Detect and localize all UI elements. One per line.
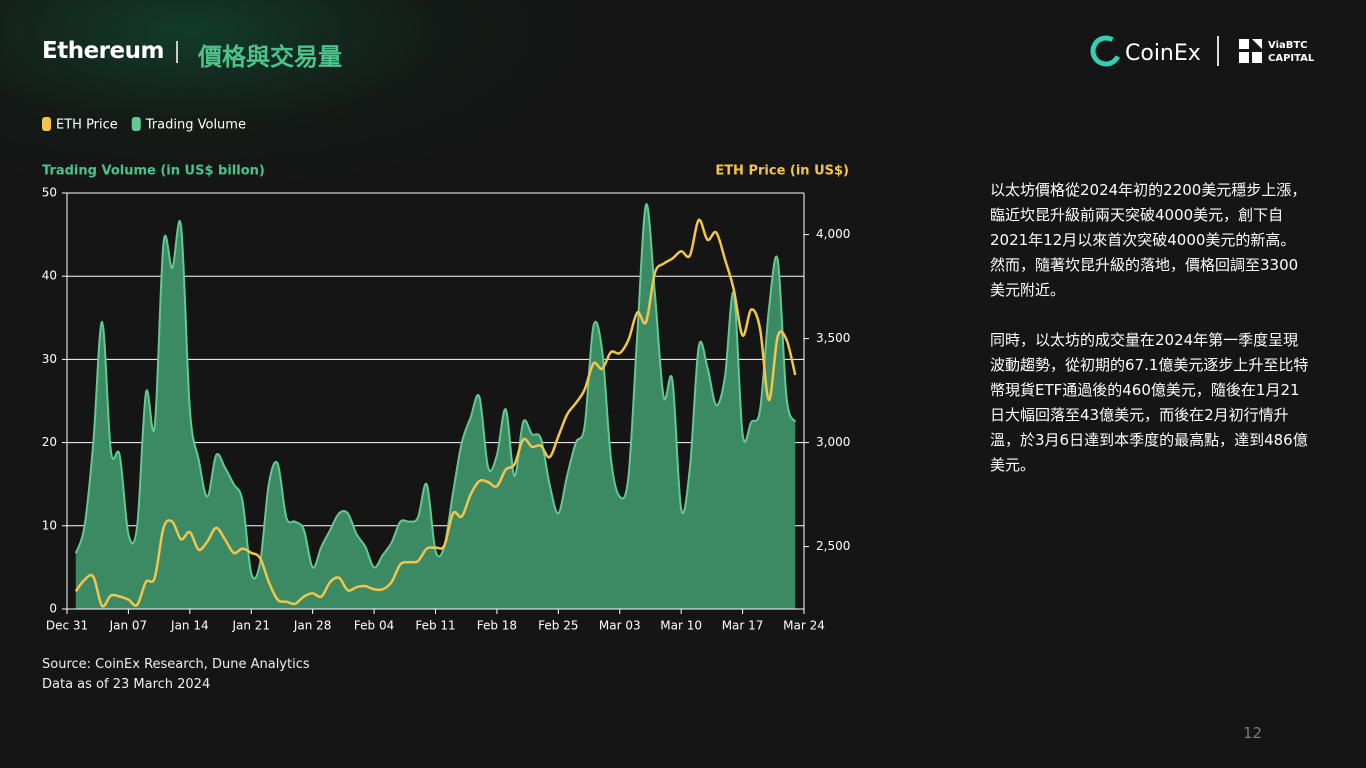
paragraph: 以太坊價格從2024年初的2200美元穩步上漲，臨近坎昆升級前兩天突破4000美…: [990, 181, 1307, 299]
y-tick-label: 20: [42, 435, 57, 449]
coinex-logo: CoinEx: [1125, 41, 1201, 66]
y-tick-label: 40: [42, 269, 57, 283]
paragraph: 同時，以太坊的成交量在2024年第一季度呈現波動趨勢，從初期的67.1億美元逐步…: [990, 331, 1309, 474]
y2-tick-label: 2,500: [816, 539, 850, 553]
x-tick-label: Mar 17: [722, 619, 764, 633]
y-tick-label: 0: [49, 602, 57, 616]
separator: [176, 41, 178, 63]
page-number: 12: [1243, 724, 1263, 742]
x-tick-label: Mar 10: [660, 619, 702, 633]
y2-tick-label: 3,000: [816, 435, 850, 449]
chart: ETH Price Trading Volume Trading Volume (i…: [42, 117, 850, 633]
source-line: Data as of 23 March 2024: [42, 677, 211, 692]
x-tick-label: Jan 28: [293, 619, 332, 633]
legend-label: ETH Price: [56, 118, 118, 133]
viabtc-logo: ViaBTC: [1268, 40, 1308, 51]
legend-label: Trading Volume: [145, 118, 246, 133]
x-tick-label: Mar 24: [783, 619, 825, 633]
source: Source: CoinEx Research, Dune Analytics …: [42, 655, 310, 695]
y-tick-label: 10: [42, 518, 57, 532]
x-tick-label: Jan 14: [170, 619, 209, 633]
x-tick-label: Feb 18: [477, 619, 517, 633]
source-line: Source: CoinEx Research, Dune Analytics: [42, 657, 310, 672]
x-tick-label: Jan 07: [109, 619, 148, 633]
coinex-icon: [1090, 35, 1122, 67]
viabtc-logo: CAPITAL: [1268, 53, 1315, 64]
x-tick-label: Feb 04: [354, 619, 394, 633]
x-tick-label: Feb 25: [538, 619, 578, 633]
x-tick-label: Mar 03: [599, 619, 641, 633]
y2-tick-label: 4,000: [816, 227, 850, 241]
y-tick-label: 50: [42, 186, 57, 200]
y-tick-label: 30: [42, 352, 57, 366]
y-axis-title: Trading Volume (in US$ billon): [42, 164, 265, 179]
y2-axis-title: ETH Price (in US$): [715, 164, 849, 179]
subtitle: 價格與交易量: [198, 43, 342, 71]
volume-outline: [74, 203, 797, 580]
price-line: [74, 218, 797, 608]
legend-swatch: [42, 117, 51, 131]
title: Ethereum: [42, 38, 164, 64]
volume-area: [75, 204, 796, 609]
x-tick-label: Jan 21: [231, 619, 270, 633]
x-tick-label: Dec 31: [46, 619, 88, 633]
viabtc-icon: [1239, 39, 1262, 63]
x-tick-label: Feb 11: [415, 619, 455, 633]
legend-swatch: [131, 117, 141, 131]
commentary: 以太坊價格從2024年初的2200美元穩步上漲，臨近坎昆升級前兩天突破4000美…: [990, 178, 1312, 503]
y2-tick-label: 3,500: [816, 331, 850, 345]
logos: CoinEx ViaBTC CAPITAL: [1090, 35, 1315, 67]
